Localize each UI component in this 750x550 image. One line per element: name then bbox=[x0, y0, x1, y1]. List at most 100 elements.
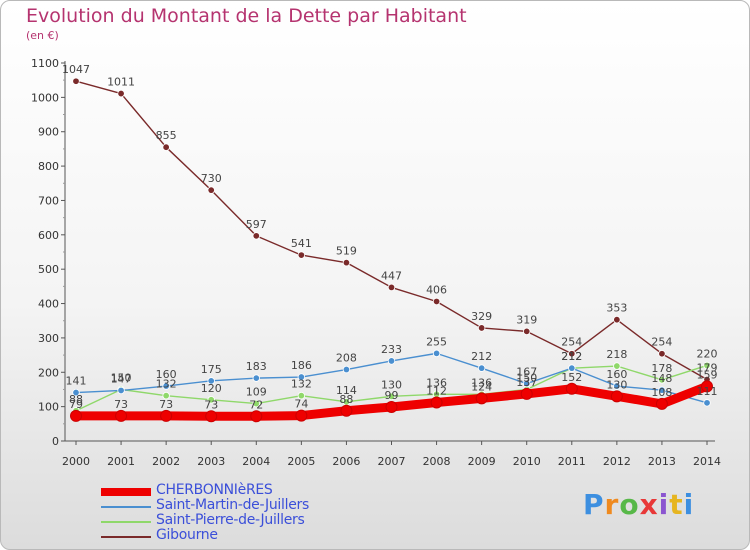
data-label: 855 bbox=[156, 129, 177, 142]
data-point bbox=[387, 283, 396, 292]
data-point bbox=[703, 399, 711, 407]
data-point bbox=[160, 409, 173, 422]
data-point bbox=[658, 376, 666, 384]
data-label: 147 bbox=[111, 372, 132, 385]
chart-title: Evolution du Montant de la Dette par Hab… bbox=[26, 5, 467, 27]
data-point bbox=[340, 404, 353, 417]
data-label: 109 bbox=[246, 386, 267, 399]
data-point bbox=[342, 365, 351, 374]
data-point bbox=[613, 315, 621, 324]
data-point bbox=[250, 410, 263, 423]
chart-subtitle: (en €) bbox=[26, 29, 59, 42]
legend-label: CHERBONNIèRES bbox=[156, 482, 273, 498]
y-tick-label: 900 bbox=[38, 126, 59, 139]
data-point bbox=[162, 382, 170, 390]
data-label: 88 bbox=[69, 393, 83, 406]
data-label: 160 bbox=[156, 368, 177, 381]
data-point bbox=[207, 186, 215, 194]
data-point bbox=[523, 327, 531, 336]
data-label: 406 bbox=[426, 283, 447, 296]
data-label: 186 bbox=[291, 359, 312, 372]
data-label: 73 bbox=[204, 398, 218, 411]
data-label: 137 bbox=[516, 376, 537, 389]
data-point bbox=[703, 361, 711, 370]
y-tick-label: 600 bbox=[38, 229, 59, 242]
data-label: 74 bbox=[294, 398, 308, 411]
data-point bbox=[610, 390, 623, 403]
data-label: 150 bbox=[516, 371, 537, 384]
data-point bbox=[252, 399, 260, 408]
data-point bbox=[162, 143, 170, 151]
data-point bbox=[477, 324, 486, 332]
data-point bbox=[297, 391, 306, 400]
data-point bbox=[205, 410, 218, 423]
y-tick-label: 800 bbox=[38, 160, 59, 173]
x-tick-label: 2003 bbox=[197, 455, 225, 468]
data-label: 130 bbox=[381, 378, 402, 391]
legend-label: Saint-Martin-de-Juillers bbox=[156, 497, 309, 513]
data-label: 114 bbox=[336, 384, 357, 397]
data-label: 120 bbox=[201, 382, 222, 395]
x-tick-label: 2002 bbox=[152, 455, 180, 468]
x-tick-label: 2010 bbox=[513, 455, 541, 468]
data-point bbox=[117, 386, 125, 395]
data-point bbox=[565, 382, 578, 395]
data-point bbox=[72, 77, 80, 85]
data-label: 108 bbox=[651, 386, 672, 399]
data-point bbox=[430, 396, 443, 409]
y-tick-label: 0 bbox=[52, 435, 59, 448]
data-point bbox=[658, 386, 666, 394]
data-label: 212 bbox=[561, 350, 582, 363]
data-label: 255 bbox=[426, 335, 447, 348]
logo-letter: i bbox=[658, 488, 670, 521]
data-point bbox=[568, 364, 576, 372]
data-label: 519 bbox=[336, 245, 357, 258]
data-label: 136 bbox=[426, 376, 447, 389]
data-point bbox=[385, 400, 398, 413]
data-point bbox=[72, 388, 80, 397]
data-label: 111 bbox=[697, 385, 718, 398]
data-point bbox=[207, 396, 215, 404]
data-point bbox=[613, 382, 621, 390]
data-point bbox=[70, 409, 82, 422]
data-label: 112 bbox=[426, 385, 447, 398]
data-label: 88 bbox=[339, 393, 353, 406]
legend-swatch bbox=[101, 506, 151, 508]
data-label: 212 bbox=[561, 350, 582, 363]
y-tick-label: 1000 bbox=[31, 91, 59, 104]
data-label: 353 bbox=[606, 302, 627, 315]
x-tick-label: 2007 bbox=[378, 455, 406, 468]
data-label: 132 bbox=[291, 378, 312, 391]
data-label: 136 bbox=[471, 376, 492, 389]
data-label: 1047 bbox=[62, 63, 90, 76]
data-point bbox=[387, 392, 396, 401]
data-label: 150 bbox=[111, 371, 132, 384]
data-label: 132 bbox=[156, 378, 177, 391]
x-tick-label: 2000 bbox=[62, 455, 90, 468]
data-point bbox=[432, 349, 441, 358]
data-label: 233 bbox=[381, 343, 402, 356]
data-point bbox=[658, 350, 666, 358]
data-label: 141 bbox=[66, 375, 87, 388]
data-point bbox=[295, 409, 308, 422]
data-label: 254 bbox=[651, 336, 672, 349]
x-tick-label: 2004 bbox=[242, 455, 270, 468]
data-label: 124 bbox=[471, 380, 492, 393]
x-tick-label: 2001 bbox=[107, 455, 135, 468]
legend-swatch bbox=[101, 521, 151, 523]
x-tick-label: 2013 bbox=[648, 455, 676, 468]
logo-letter: i bbox=[683, 488, 695, 521]
data-label: 178 bbox=[651, 362, 672, 375]
x-tick-label: 2011 bbox=[558, 455, 586, 468]
data-label: 447 bbox=[381, 269, 402, 282]
data-point bbox=[117, 89, 125, 98]
data-label: 160 bbox=[606, 368, 627, 381]
y-tick-label: 1100 bbox=[31, 57, 59, 70]
legend-label: Saint-Pierre-de-Juillers bbox=[156, 512, 305, 528]
data-label: 148 bbox=[651, 372, 672, 385]
data-label: 175 bbox=[201, 363, 222, 376]
data-label: 79 bbox=[69, 398, 83, 411]
x-tick-label: 2006 bbox=[332, 455, 360, 468]
